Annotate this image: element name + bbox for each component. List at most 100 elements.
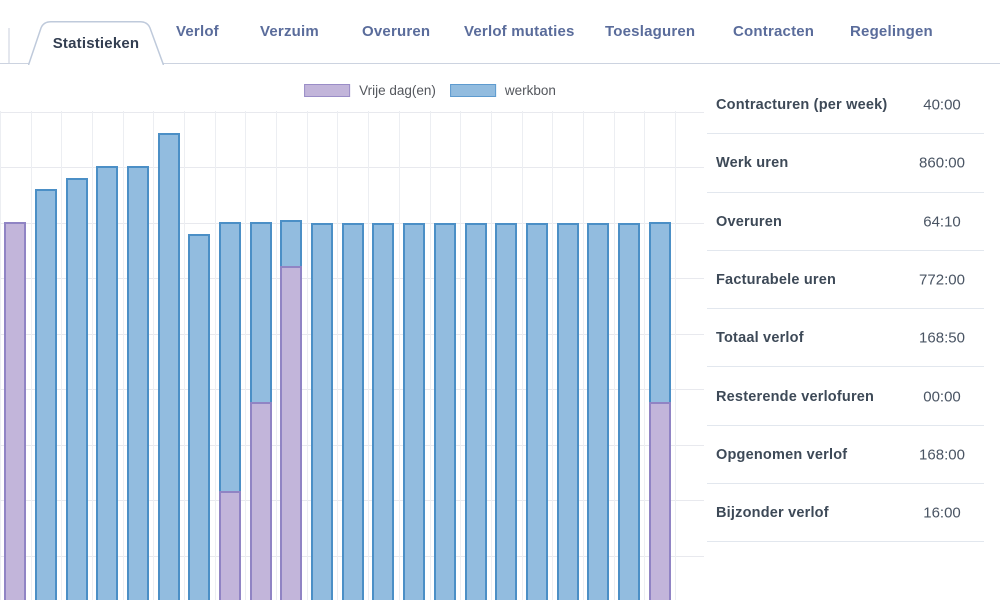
bar-werkbon[interactable] <box>280 219 303 268</box>
divider <box>707 249 984 251</box>
bar-werkbon[interactable] <box>617 222 640 600</box>
stat-value: 64:10 <box>923 213 961 231</box>
stat-value: 168:00 <box>919 446 965 464</box>
legend-label: werkbon <box>504 83 556 98</box>
v-gridline <box>582 111 584 600</box>
v-gridline <box>61 111 63 600</box>
tab-bar: Statistieken Verlof Verzuim Overuren Ver… <box>0 0 1000 65</box>
legend-swatch-werkbon <box>449 84 496 97</box>
tab-verlof-mutaties[interactable]: Verlof mutaties <box>464 23 575 40</box>
divider <box>707 541 984 543</box>
v-gridline <box>153 111 155 600</box>
legend-item-werkbon[interactable]: werkbon <box>449 83 556 98</box>
bar-werkbon[interactable] <box>433 222 456 600</box>
stat-row: Overuren 64:10 <box>700 193 1000 251</box>
previous-tab-edge <box>8 28 10 63</box>
stat-label: Resterende verlofuren <box>716 388 875 405</box>
v-gridline <box>521 111 523 600</box>
bar-werkbon[interactable] <box>341 222 364 600</box>
tab-overuren[interactable]: Overuren <box>362 23 431 40</box>
bar-werkbon[interactable] <box>249 222 272 404</box>
bar-werkbon[interactable] <box>96 166 119 600</box>
bar-vrije-dag[interactable] <box>4 222 27 600</box>
bar-werkbon[interactable] <box>556 222 579 600</box>
tab-toeslaguren[interactable]: Toeslaguren <box>605 23 696 40</box>
v-gridline <box>644 111 646 600</box>
v-gridline <box>460 111 462 600</box>
h-gridline <box>0 167 704 168</box>
chart-legend: Vrije dag(en) werkbon <box>304 83 556 98</box>
divider <box>707 191 984 193</box>
v-gridline <box>368 111 370 600</box>
v-gridline <box>0 111 1 600</box>
bar-werkbon[interactable] <box>648 222 671 404</box>
bar-werkbon[interactable] <box>311 222 334 600</box>
bar-werkbon[interactable] <box>464 222 487 600</box>
bar-werkbon[interactable] <box>372 222 395 600</box>
v-gridline <box>306 111 308 600</box>
v-gridline <box>490 111 492 600</box>
stat-value: 40:00 <box>923 96 961 114</box>
bar-werkbon[interactable] <box>525 222 548 600</box>
bar-vrije-dag[interactable] <box>249 402 272 600</box>
v-gridline <box>30 111 32 600</box>
legend-label: Vrije dag(en) <box>359 83 436 98</box>
stat-label: Bijzonder verlof <box>716 505 829 522</box>
stat-label: Facturabele uren <box>716 272 837 289</box>
divider <box>707 308 984 310</box>
legend-item-vrije-dagen[interactable]: Vrije dag(en) <box>304 83 436 98</box>
stat-row: Contracturen (per week) 40:00 <box>700 76 1000 135</box>
v-gridline <box>429 111 431 600</box>
v-gridline <box>276 111 278 600</box>
stat-label: Werk uren <box>716 155 789 172</box>
bar-werkbon[interactable] <box>587 222 610 600</box>
tab-verlof[interactable]: Verlof <box>176 23 219 40</box>
v-gridline <box>552 111 554 600</box>
stat-label: Opgenomen verlof <box>716 446 848 463</box>
bar-werkbon[interactable] <box>188 233 211 600</box>
h-gridline <box>0 111 704 113</box>
tab-regelingen[interactable]: Regelingen <box>850 23 933 40</box>
stat-row: Werk uren 860:00 <box>700 134 1000 193</box>
stat-row: Totaal verlof 168:50 <box>700 309 1000 368</box>
bar-werkbon[interactable] <box>65 177 88 600</box>
v-gridline <box>613 111 615 600</box>
stat-row: Facturabele uren 772:00 <box>700 251 1000 310</box>
v-gridline <box>398 111 400 600</box>
v-gridline <box>214 111 216 600</box>
bar-werkbon[interactable] <box>157 133 180 600</box>
stat-value: 16:00 <box>923 504 961 522</box>
bar-werkbon[interactable] <box>127 166 150 600</box>
divider <box>707 483 984 485</box>
stat-row: Bijzonder verlof 16:00 <box>700 484 1000 543</box>
divider <box>707 133 984 135</box>
stat-label: Contracturen (per week) <box>716 97 888 114</box>
bar-vrije-dag[interactable] <box>648 402 671 600</box>
v-gridline <box>337 111 339 600</box>
bar-werkbon[interactable] <box>34 188 57 600</box>
v-gridline <box>92 111 94 600</box>
bar-vrije-dag[interactable] <box>219 491 242 600</box>
bar-werkbon[interactable] <box>495 222 518 600</box>
stat-value: 168:50 <box>919 329 965 347</box>
active-tab-shape <box>28 21 164 65</box>
tab-contracten[interactable]: Contracten <box>733 23 815 40</box>
stats-panel: Contracturen (per week) 40:00 Werk uren 860… <box>700 76 1000 543</box>
bar-werkbon[interactable] <box>219 222 242 493</box>
bar-vrije-dag[interactable] <box>280 265 303 600</box>
legend-swatch-vrije-dagen <box>304 84 351 97</box>
stat-row: Opgenomen verlof 168:00 <box>700 426 1000 485</box>
stat-value: 860:00 <box>919 154 965 172</box>
stat-label: Totaal verlof <box>716 330 804 347</box>
v-gridline <box>122 111 124 600</box>
v-gridline <box>674 111 676 600</box>
v-gridline <box>245 111 247 600</box>
stacked-bar-chart <box>0 110 704 600</box>
stat-value: 00:00 <box>923 388 961 406</box>
tab-label: Statistieken <box>52 34 140 52</box>
stat-label: Overuren <box>716 213 783 230</box>
tab-verzuim[interactable]: Verzuim <box>260 23 319 40</box>
bar-werkbon[interactable] <box>403 222 426 600</box>
tab-statistieken[interactable]: Statistieken <box>28 21 164 65</box>
